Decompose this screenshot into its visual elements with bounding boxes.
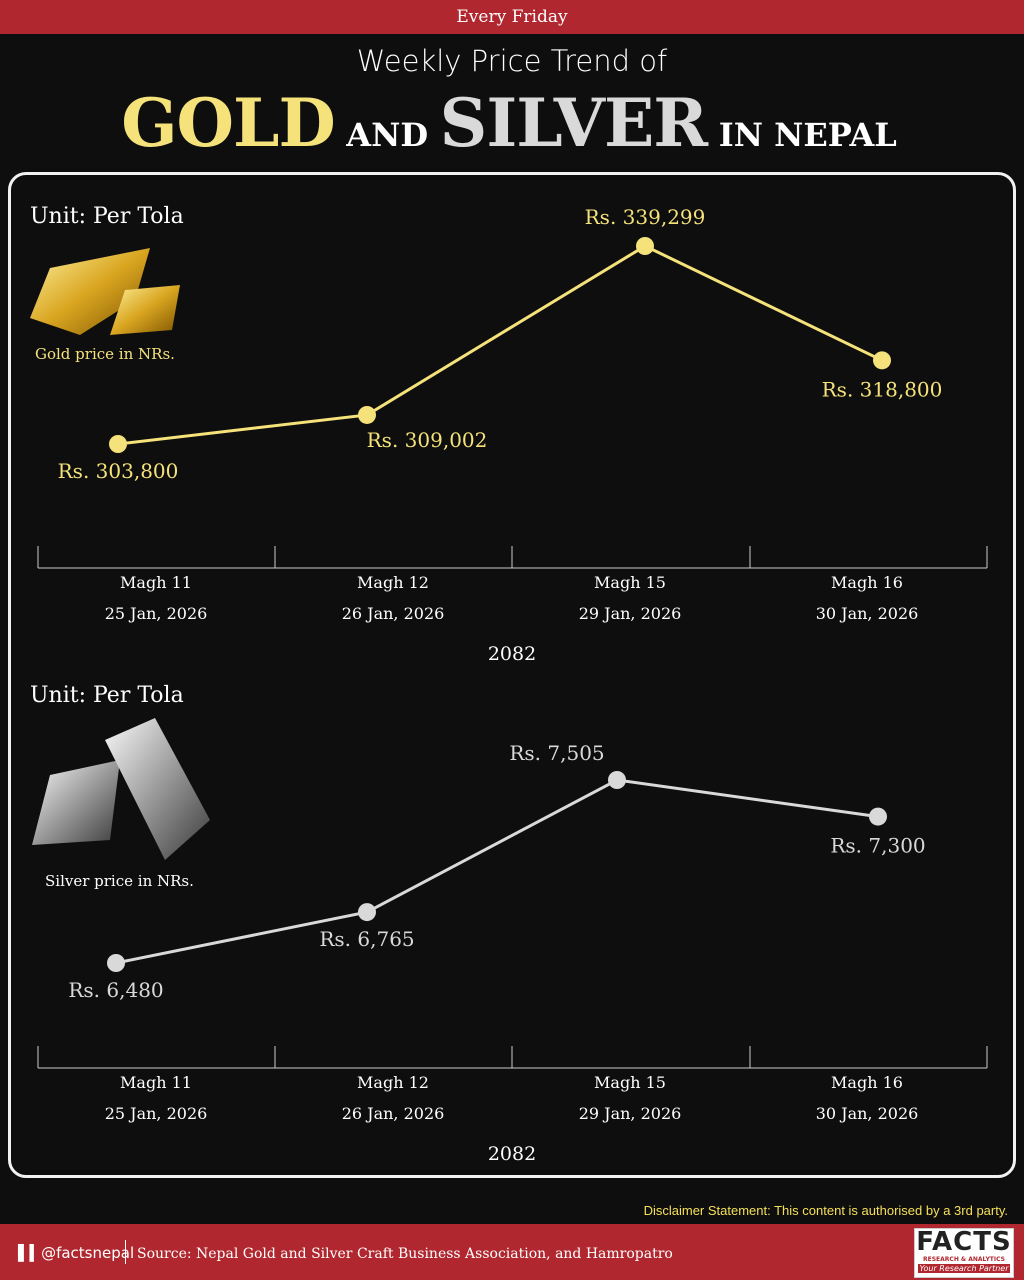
- category-label: Magh 12: [357, 573, 429, 592]
- silver-unit-label: Unit: Per Tola: [30, 683, 184, 708]
- date-label: 25 Jan, 2026: [105, 604, 208, 623]
- logo-sub: RESEARCH & ANALYTICS: [923, 1256, 1005, 1263]
- handle-text: @factsnepal: [41, 1244, 135, 1262]
- gold-unit-label: Unit: Per Tola: [30, 204, 184, 229]
- source-text: Source: Nepal Gold and Silver Craft Busi…: [137, 1246, 673, 1262]
- category-label: Magh 15: [594, 573, 666, 592]
- year-label: 2082: [488, 1143, 536, 1165]
- page-title: GOLD AND SILVER IN NEPAL: [0, 84, 1024, 162]
- year-label: 2082: [488, 643, 536, 665]
- facts-logo: FACTS RESEARCH & ANALYTICS Your Research…: [914, 1228, 1014, 1278]
- data-point: [358, 903, 376, 922]
- title-silver: SILVER: [439, 84, 708, 162]
- date-label: 26 Jan, 2026: [342, 1104, 445, 1123]
- data-point: [107, 954, 125, 972]
- divider: [125, 1240, 126, 1264]
- silver-caption: Silver price in NRs.: [45, 872, 194, 890]
- top-banner: Every Friday: [0, 0, 1024, 34]
- category-label: Magh 16: [831, 573, 903, 592]
- data-label: Rs. 7,300: [830, 834, 925, 858]
- data-point: [358, 405, 376, 424]
- date-label: 26 Jan, 2026: [342, 604, 445, 623]
- data-point: [636, 237, 654, 255]
- date-label: 30 Jan, 2026: [816, 1104, 919, 1123]
- data-label: Rs. 7,505: [509, 741, 604, 765]
- data-point: [109, 435, 127, 453]
- silver-bars-icon: [32, 718, 210, 860]
- date-label: 30 Jan, 2026: [816, 604, 919, 623]
- title-rest: IN NEPAL: [718, 116, 897, 154]
- data-point: [608, 771, 626, 789]
- bar-chart-icon: ▌▍: [18, 1244, 42, 1262]
- title-gold: GOLD: [121, 84, 335, 162]
- gold-caption: Gold price in NRs.: [35, 345, 175, 363]
- logo-text: FACTS: [916, 1227, 1012, 1257]
- data-label: Rs. 309,002: [367, 428, 488, 452]
- series-line: [115, 778, 879, 965]
- category-label: Magh 12: [357, 1073, 429, 1092]
- subtitle: Weekly Price Trend of: [356, 44, 668, 78]
- data-label: Rs. 318,800: [822, 377, 943, 401]
- social-handle[interactable]: ▌▍@factsnepal: [18, 1244, 134, 1262]
- date-label: 29 Jan, 2026: [579, 604, 682, 623]
- title-and: AND: [346, 116, 429, 154]
- category-label: Magh 16: [831, 1073, 903, 1092]
- charts-panel: [8, 172, 1016, 1178]
- category-label: Magh 15: [594, 1073, 666, 1092]
- data-label: Rs. 6,765: [319, 927, 414, 951]
- series-line: [117, 244, 883, 446]
- date-label: 29 Jan, 2026: [579, 1104, 682, 1123]
- data-label: Rs. 339,299: [585, 205, 706, 229]
- logo-tag: Your Research Partner: [918, 1264, 1010, 1273]
- footer: ▌▍@factsnepal Source: Nepal Gold and Sil…: [0, 1224, 1024, 1280]
- disclaimer: Disclaimer Statement: This content is au…: [643, 1203, 1008, 1218]
- data-label: Rs. 6,480: [68, 978, 163, 1002]
- category-label: Magh 11: [120, 573, 192, 592]
- data-point: [873, 351, 891, 370]
- date-label: 25 Jan, 2026: [105, 1104, 208, 1123]
- data-label: Rs. 303,800: [58, 459, 179, 483]
- category-label: Magh 11: [120, 1073, 192, 1092]
- data-point: [869, 807, 887, 826]
- gold-bars-icon: [30, 248, 180, 335]
